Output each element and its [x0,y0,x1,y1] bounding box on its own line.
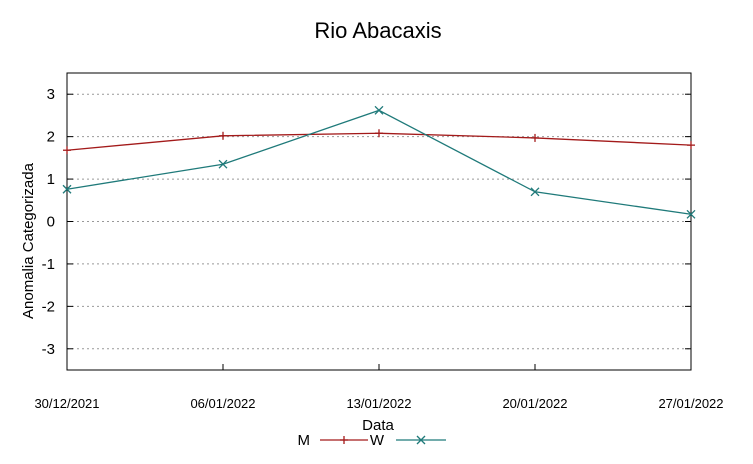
y-axis: 3 2 1 0 -1 -2 -3 [42,86,691,358]
data-point [218,159,228,169]
x-tick-label: 20/01/2022 [502,396,567,411]
series-group [62,105,696,219]
series-line-w [66,109,692,215]
marker-stroke [530,187,540,197]
legend-label-m: M [298,432,311,449]
y-axis-label: Anomalia Categorizada [20,162,37,319]
y-tick-label: 1 [47,171,55,188]
y-tick-label: 2 [47,129,55,146]
data-point [416,435,426,445]
marker-stroke [416,435,426,445]
x-tick-label: 27/01/2022 [658,396,723,411]
x-tick-label: 13/01/2022 [346,396,411,411]
x-axis-label: Data [362,417,394,434]
data-point [219,131,227,140]
chart-title: Rio Abacaxis [314,18,441,43]
data-point [686,209,696,219]
marker-stroke [62,184,72,194]
x-axis: 30/12/2021 06/01/2022 13/01/2022 20/01/2022… [34,364,724,411]
x-tick-label: 06/01/2022 [190,396,255,411]
y-tick-label: -1 [42,256,55,273]
data-point [63,146,71,155]
y-tick-label: 0 [47,214,55,231]
y-tick-label: -2 [42,298,55,315]
data-point [340,436,348,444]
marker-stroke [218,159,228,169]
y-tick-label: -3 [42,341,55,358]
marker-stroke [686,209,696,219]
data-point [530,187,540,197]
data-point [375,129,383,138]
legend-label-w: W [370,432,385,449]
data-point [374,105,384,115]
marker-stroke [374,105,384,115]
data-point [62,184,72,194]
data-point [531,133,539,142]
x-tick-label: 30/12/2021 [34,396,99,411]
data-point [687,141,695,150]
y-tick-label: 3 [47,86,55,103]
